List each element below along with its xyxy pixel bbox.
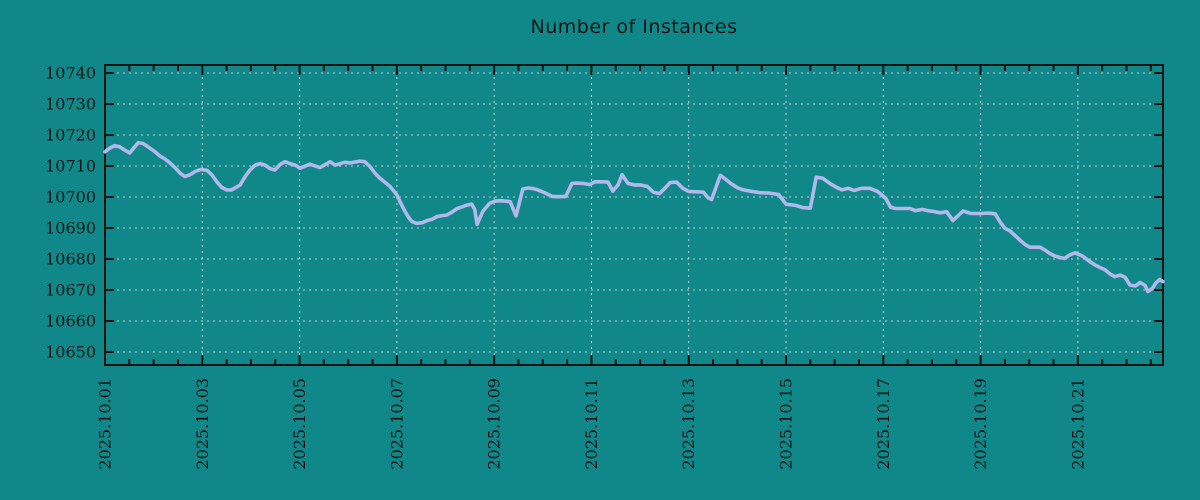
- y-tick-label: 10720: [45, 126, 96, 145]
- plot-frame: [104, 64, 1164, 366]
- y-tick-label: 10680: [45, 250, 96, 269]
- x-tick-label: 2025.10.07: [387, 378, 406, 470]
- x-tick-label: 2025.10.03: [193, 378, 212, 470]
- y-tick-label: 10660: [45, 312, 96, 331]
- x-tick-label: 2025.10.01: [96, 378, 115, 470]
- y-tick-label: 10670: [45, 281, 96, 300]
- y-tick-label: 10700: [45, 188, 96, 207]
- x-tick-label: 2025.10.19: [971, 378, 990, 470]
- x-tick-label: 2025.10.13: [679, 378, 698, 470]
- chart-title: Number of Instances: [530, 16, 738, 38]
- x-tick-label: 2025.10.11: [582, 378, 601, 470]
- series-line-instances: [103, 141, 1165, 294]
- x-tick-label: 2025.10.17: [874, 378, 893, 470]
- y-tick-label: 10710: [45, 157, 96, 176]
- y-tick-label: 10740: [45, 64, 96, 83]
- x-tick-label: 2025.10.21: [1068, 378, 1087, 470]
- y-tick-label: 10690: [45, 219, 96, 238]
- x-tick-label: 2025.10.05: [290, 378, 309, 470]
- y-tick-label: 10650: [45, 343, 96, 362]
- y-tick-label: 10730: [45, 95, 96, 114]
- x-tick-label: 2025.10.15: [777, 378, 796, 470]
- x-tick-label: 2025.10.09: [485, 378, 504, 470]
